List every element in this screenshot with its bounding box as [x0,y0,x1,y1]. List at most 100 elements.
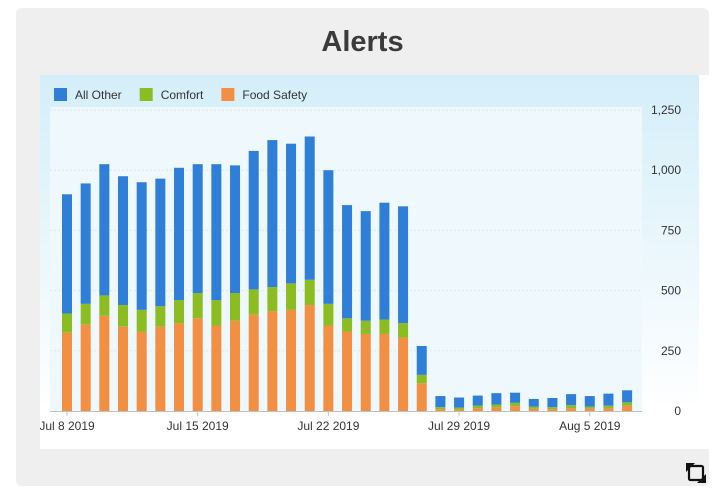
page-title: Alerts [321,26,404,58]
bar-comfort [528,406,539,409]
bar-food-safety [118,326,129,411]
bar-comfort [211,300,222,326]
bar-food-safety [80,324,91,411]
bar-all-other [584,396,595,407]
bar-food-safety [99,315,110,411]
bar-comfort [136,309,147,332]
chart-card: All Other Comfort Food Safety 0 250 500 750 1,… [39,75,717,449]
bar-all-other [230,165,241,293]
bar-food-safety [342,331,353,411]
bar-comfort [174,300,185,324]
legend-item-all-other: All Other [54,88,122,102]
bar-food-safety [510,406,521,411]
x-tick-label: Jul 8 2019 [40,419,95,433]
x-tick-label: Jul 29 2019 [428,419,490,433]
bar-food-safety [62,332,72,411]
bar-all-other [566,394,577,406]
bar-food-safety [136,331,147,411]
bar-comfort [155,306,166,327]
bar-all-other [99,164,110,296]
x-tick-label: Jul 15 2019 [167,419,229,433]
bar-all-other [342,205,353,319]
bar-all-other [435,396,446,408]
bar-comfort [547,407,558,410]
bar-all-other [510,392,521,403]
legend-item-food-safety: Food Safety [221,88,307,102]
bar-comfort [304,279,315,306]
bar-comfort [491,404,502,408]
bar-comfort [435,407,446,410]
bar-all-other [398,206,409,324]
bar-comfort [510,402,521,407]
bar-food-safety [248,314,259,411]
bar-comfort [566,405,577,409]
bar-food-safety [416,383,427,411]
bar-all-other [491,393,502,405]
bar-comfort [99,295,110,316]
bar-comfort [118,305,129,327]
bar-all-other [547,398,558,408]
bar-comfort [62,313,72,333]
bar-all-other [304,136,315,280]
bar-food-safety [398,337,409,411]
legend-label: Food Safety [242,88,307,102]
bar-food-safety [323,325,334,411]
y-tick-label: 500 [661,284,681,298]
bar-all-other [528,398,539,407]
bar-food-safety [547,409,558,411]
bar-food-safety [286,309,297,411]
bar-food-safety [491,407,502,411]
bar-all-other [267,140,278,287]
bar-food-safety [174,323,185,411]
bar-comfort [472,405,483,409]
bar-all-other [174,167,185,301]
x-tick-label: Jul 22 2019 [297,419,359,433]
bar-food-safety [603,408,614,411]
bar-food-safety [566,408,577,411]
bar-all-other [416,345,427,375]
bar-comfort [323,303,334,326]
bar-all-other [454,397,465,408]
bar-series [62,136,633,411]
bar-all-other [360,211,371,321]
bar-all-other [80,183,91,304]
legend-swatch [54,88,67,101]
bar-comfort [342,318,353,332]
y-tick-label: 1,000 [651,163,681,177]
bar-all-other [603,393,614,406]
bar-food-safety [304,305,315,411]
bar-all-other [286,143,297,284]
chart-legend: All Other Comfort Food Safety [54,88,307,102]
bar-food-safety [472,408,483,411]
bar-all-other [323,170,334,304]
alerts-panel: Alerts All Other Comfort Food Safety 0 250 5… [16,8,717,486]
bar-comfort [248,289,259,315]
bar-comfort [379,319,390,334]
expand-icon [686,463,706,483]
bar-all-other [248,150,259,290]
alerts-chart: All Other Comfort Food Safety 0 250 500 750 1,… [39,75,699,433]
expand-button[interactable] [684,461,708,485]
bar-all-other [192,164,203,294]
legend-item-comfort: Comfort [139,88,204,102]
bar-comfort [192,293,203,319]
bar-food-safety [360,333,371,411]
bar-comfort [622,402,633,406]
bar-all-other [136,182,147,310]
bar-food-safety [528,408,539,411]
bar-food-safety [584,408,595,411]
legend-swatch [139,88,153,101]
bar-all-other [211,164,222,301]
bar-food-safety [454,409,465,411]
bar-food-safety [379,333,390,411]
bar-all-other [62,194,72,314]
bar-comfort [603,405,614,409]
bar-comfort [398,323,409,338]
bar-comfort [80,303,91,325]
bar-all-other [155,178,166,307]
bar-comfort [584,406,595,409]
bar-all-other [622,390,633,403]
bar-food-safety [192,318,203,411]
bar-food-safety [267,311,278,411]
bar-comfort [416,374,427,384]
